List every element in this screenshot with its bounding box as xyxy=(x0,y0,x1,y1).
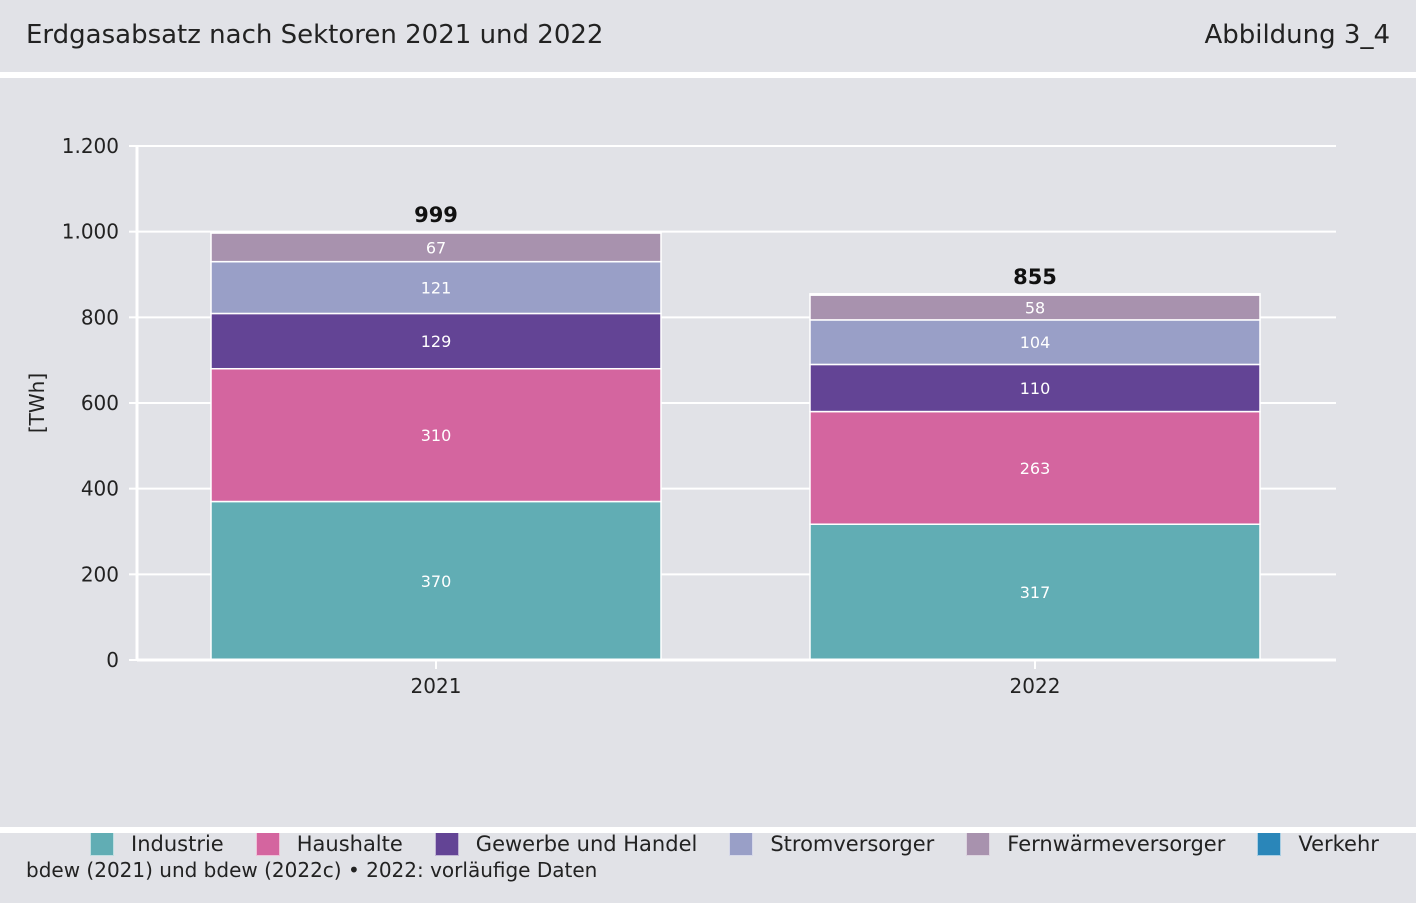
bar-segment xyxy=(809,410,1261,525)
legend-label: Fernwärmeversorger xyxy=(1007,832,1226,856)
data-label: 129 xyxy=(421,332,452,351)
legend-label: Haushalte xyxy=(296,832,403,856)
data-label: 67 xyxy=(426,238,446,257)
legend-label: Gewerbe und Handel xyxy=(475,832,698,856)
legend-item: Verkehr xyxy=(1257,832,1379,856)
x-tick-label: 2021 xyxy=(411,674,462,698)
legend-item: Fernwärmeversorger xyxy=(966,832,1225,856)
bar-segment xyxy=(210,312,662,370)
y-tick-label: 400 xyxy=(81,477,119,501)
y-tick-label: 1.200 xyxy=(62,134,119,158)
legend-swatch xyxy=(434,832,459,856)
data-label: 317 xyxy=(1020,583,1051,602)
bar-segment xyxy=(809,363,1261,413)
stacked-bar-chart: 0 200 400 600 800 1.000 1.200 [TWh] 370 310 129 121… xyxy=(25,134,1336,698)
data-label: 263 xyxy=(1020,459,1051,478)
figure-number: Abbildung 3_4 xyxy=(1204,20,1390,50)
data-label: 121 xyxy=(421,279,452,298)
y-tick-label: 600 xyxy=(81,391,119,415)
bar-segment xyxy=(210,231,662,234)
y-axis-label: [TWh] xyxy=(25,373,49,433)
legend-label: Stromversorger xyxy=(770,832,935,856)
chart-header: Erdgasabsatz nach Sektoren 2021 und 2022… xyxy=(0,0,1416,72)
legend-item: Haushalte xyxy=(255,832,403,856)
legend-item: Stromversorger xyxy=(729,832,934,856)
legend-label: Industrie xyxy=(131,832,224,856)
data-label: 110 xyxy=(1020,379,1051,398)
legend-swatch xyxy=(90,832,114,856)
data-label: 310 xyxy=(421,426,452,445)
data-label: 104 xyxy=(1020,333,1051,352)
legend-label: Verkehr xyxy=(1298,832,1379,856)
bar-segment xyxy=(809,319,1261,366)
legend-item: Industrie xyxy=(90,832,224,856)
total-label: 855 xyxy=(1013,265,1057,289)
legend-swatch xyxy=(255,832,280,856)
bar-segment xyxy=(210,232,662,263)
chart-legend: Industrie Haushalte Gewerbe und Handel Stro… xyxy=(90,830,1411,858)
bar-segment xyxy=(809,293,1261,296)
y-tick-label: 1.000 xyxy=(62,220,119,244)
header-divider xyxy=(0,72,1416,78)
bar-segment xyxy=(210,367,662,503)
legend-swatch xyxy=(1257,832,1282,856)
footer-divider xyxy=(0,827,1416,833)
data-label: 370 xyxy=(421,572,452,591)
bar-segment xyxy=(210,260,662,315)
bar-segment xyxy=(809,294,1261,321)
bar-segment xyxy=(809,523,1261,661)
x-tick-label: 2022 xyxy=(1010,674,1061,698)
chart-title: Erdgasabsatz nach Sektoren 2021 und 2022 xyxy=(26,20,604,50)
legend-swatch xyxy=(966,832,991,856)
legend-item: Gewerbe und Handel xyxy=(434,832,698,856)
total-label: 999 xyxy=(414,203,458,227)
chart-area: 0 200 400 600 800 1.000 1.200 [TWh] 370 310 129 121… xyxy=(0,78,1416,856)
data-label: 58 xyxy=(1025,298,1045,317)
y-tick-label: 800 xyxy=(81,305,119,329)
source-note: bdew (2021) und bdew (2022c) • 2022: vor… xyxy=(26,858,598,882)
legend-swatch xyxy=(729,832,754,856)
y-tick-label: 0 xyxy=(106,648,119,672)
y-tick-label: 200 xyxy=(81,562,119,586)
